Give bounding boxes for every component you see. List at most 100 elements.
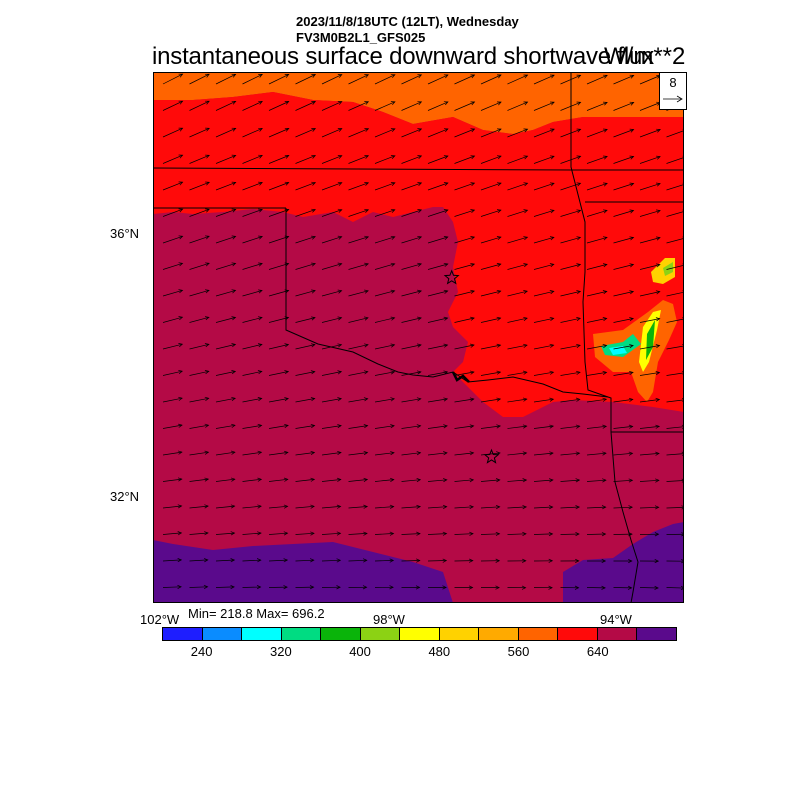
map-panel <box>153 72 684 603</box>
wind-vector <box>268 101 290 111</box>
wind-vector <box>348 182 370 191</box>
wind-vector <box>189 73 210 85</box>
wind-vector <box>454 101 476 111</box>
wind-vector <box>162 504 183 509</box>
wind-vector <box>507 290 528 297</box>
wind-vector <box>189 181 210 191</box>
wind-vector <box>268 154 290 164</box>
wind-vector <box>507 531 527 537</box>
wind-vector <box>321 262 343 270</box>
colorbar-swatch <box>163 628 203 640</box>
wind-vector <box>560 263 582 270</box>
wind-vector <box>321 235 343 244</box>
wind-vector <box>427 74 449 85</box>
colorbar-swatch <box>202 628 243 640</box>
wind-vector <box>189 127 210 138</box>
wind-vector <box>215 262 237 270</box>
wind-vector <box>533 585 553 590</box>
wind-vector <box>666 505 684 510</box>
wind-vector <box>533 101 555 111</box>
colorbar-swatch <box>360 628 401 640</box>
wind-vector <box>215 235 237 244</box>
wind-vector <box>321 316 343 323</box>
wind-vector <box>454 289 475 297</box>
wind-vector <box>215 450 236 456</box>
wind-vector <box>560 209 582 217</box>
wind-vector <box>215 289 237 297</box>
wind-vector <box>321 155 343 164</box>
wind-vector <box>321 128 343 138</box>
reference-vector-arrow <box>663 95 683 103</box>
wind-vector <box>268 558 289 563</box>
wind-vector <box>215 370 237 376</box>
wind-vector <box>374 558 395 563</box>
wind-vector <box>242 127 263 138</box>
wind-vector <box>295 316 316 323</box>
wind-vector <box>427 558 448 563</box>
wind-vector <box>401 316 422 323</box>
wind-vector <box>613 424 634 429</box>
wind-vector <box>427 478 448 483</box>
wind-vector <box>427 289 449 297</box>
wind-vector <box>295 477 316 482</box>
flux-region-red-band <box>153 92 684 417</box>
wind-vector <box>295 289 316 297</box>
wind-vector <box>374 451 395 456</box>
wind-vector <box>348 208 370 217</box>
wind-vector <box>321 370 343 376</box>
wind-vector <box>348 477 369 482</box>
wind-vector <box>560 558 580 564</box>
wind-vector <box>401 397 422 403</box>
wind-vector <box>639 290 661 297</box>
wind-vector <box>374 343 396 350</box>
wind-vector <box>348 585 368 590</box>
colorbar-tick-label: 320 <box>269 644 292 659</box>
wind-vector <box>586 343 608 350</box>
lon-label-94w: 94°W <box>600 612 632 627</box>
wind-vector <box>242 100 263 111</box>
wind-vector <box>560 397 581 403</box>
wind-vector <box>242 74 263 85</box>
wind-vector <box>533 316 555 323</box>
wind-vector <box>454 451 475 456</box>
dallas-station <box>483 448 500 464</box>
wind-vector <box>533 263 555 270</box>
wind-vector <box>560 478 581 483</box>
wind-vector <box>348 370 369 376</box>
wind-vector <box>427 316 449 323</box>
wind-vector <box>374 101 396 111</box>
wind-vector <box>613 478 634 483</box>
wind-vector <box>480 289 502 297</box>
wind-vector <box>321 101 343 111</box>
wind-vector <box>586 74 608 85</box>
wind-vector <box>507 370 528 376</box>
wind-vector <box>480 236 502 244</box>
wind-vector <box>189 584 209 590</box>
colorbar-tick-label: 560 <box>507 644 530 659</box>
wind-vector <box>639 209 661 217</box>
wind-vector <box>189 558 209 563</box>
wind-vector <box>162 477 183 482</box>
plot-title: instantaneous surface downward shortwave… <box>152 43 654 70</box>
wind-vector <box>533 558 554 563</box>
wind-vector <box>242 584 262 590</box>
kansas-oklahoma-border <box>153 167 684 171</box>
wind-vector <box>586 478 607 483</box>
wind-vector <box>639 182 661 191</box>
wind-vector <box>242 208 263 217</box>
wind-vector <box>507 209 529 217</box>
wind-vector <box>268 423 289 429</box>
wind-vector <box>162 343 184 350</box>
cloud-core-cyan <box>609 346 627 355</box>
wind-vector <box>268 127 290 138</box>
wind-vector <box>401 370 422 376</box>
wind-vector <box>295 154 317 164</box>
wind-vector <box>162 73 184 85</box>
wind-vector <box>454 397 475 403</box>
wind-vector <box>480 370 502 376</box>
wind-vector <box>215 73 237 85</box>
wind-vector <box>295 101 317 111</box>
wind-vector <box>639 478 660 483</box>
wind-vector <box>560 585 580 590</box>
wind-vector <box>613 263 635 270</box>
